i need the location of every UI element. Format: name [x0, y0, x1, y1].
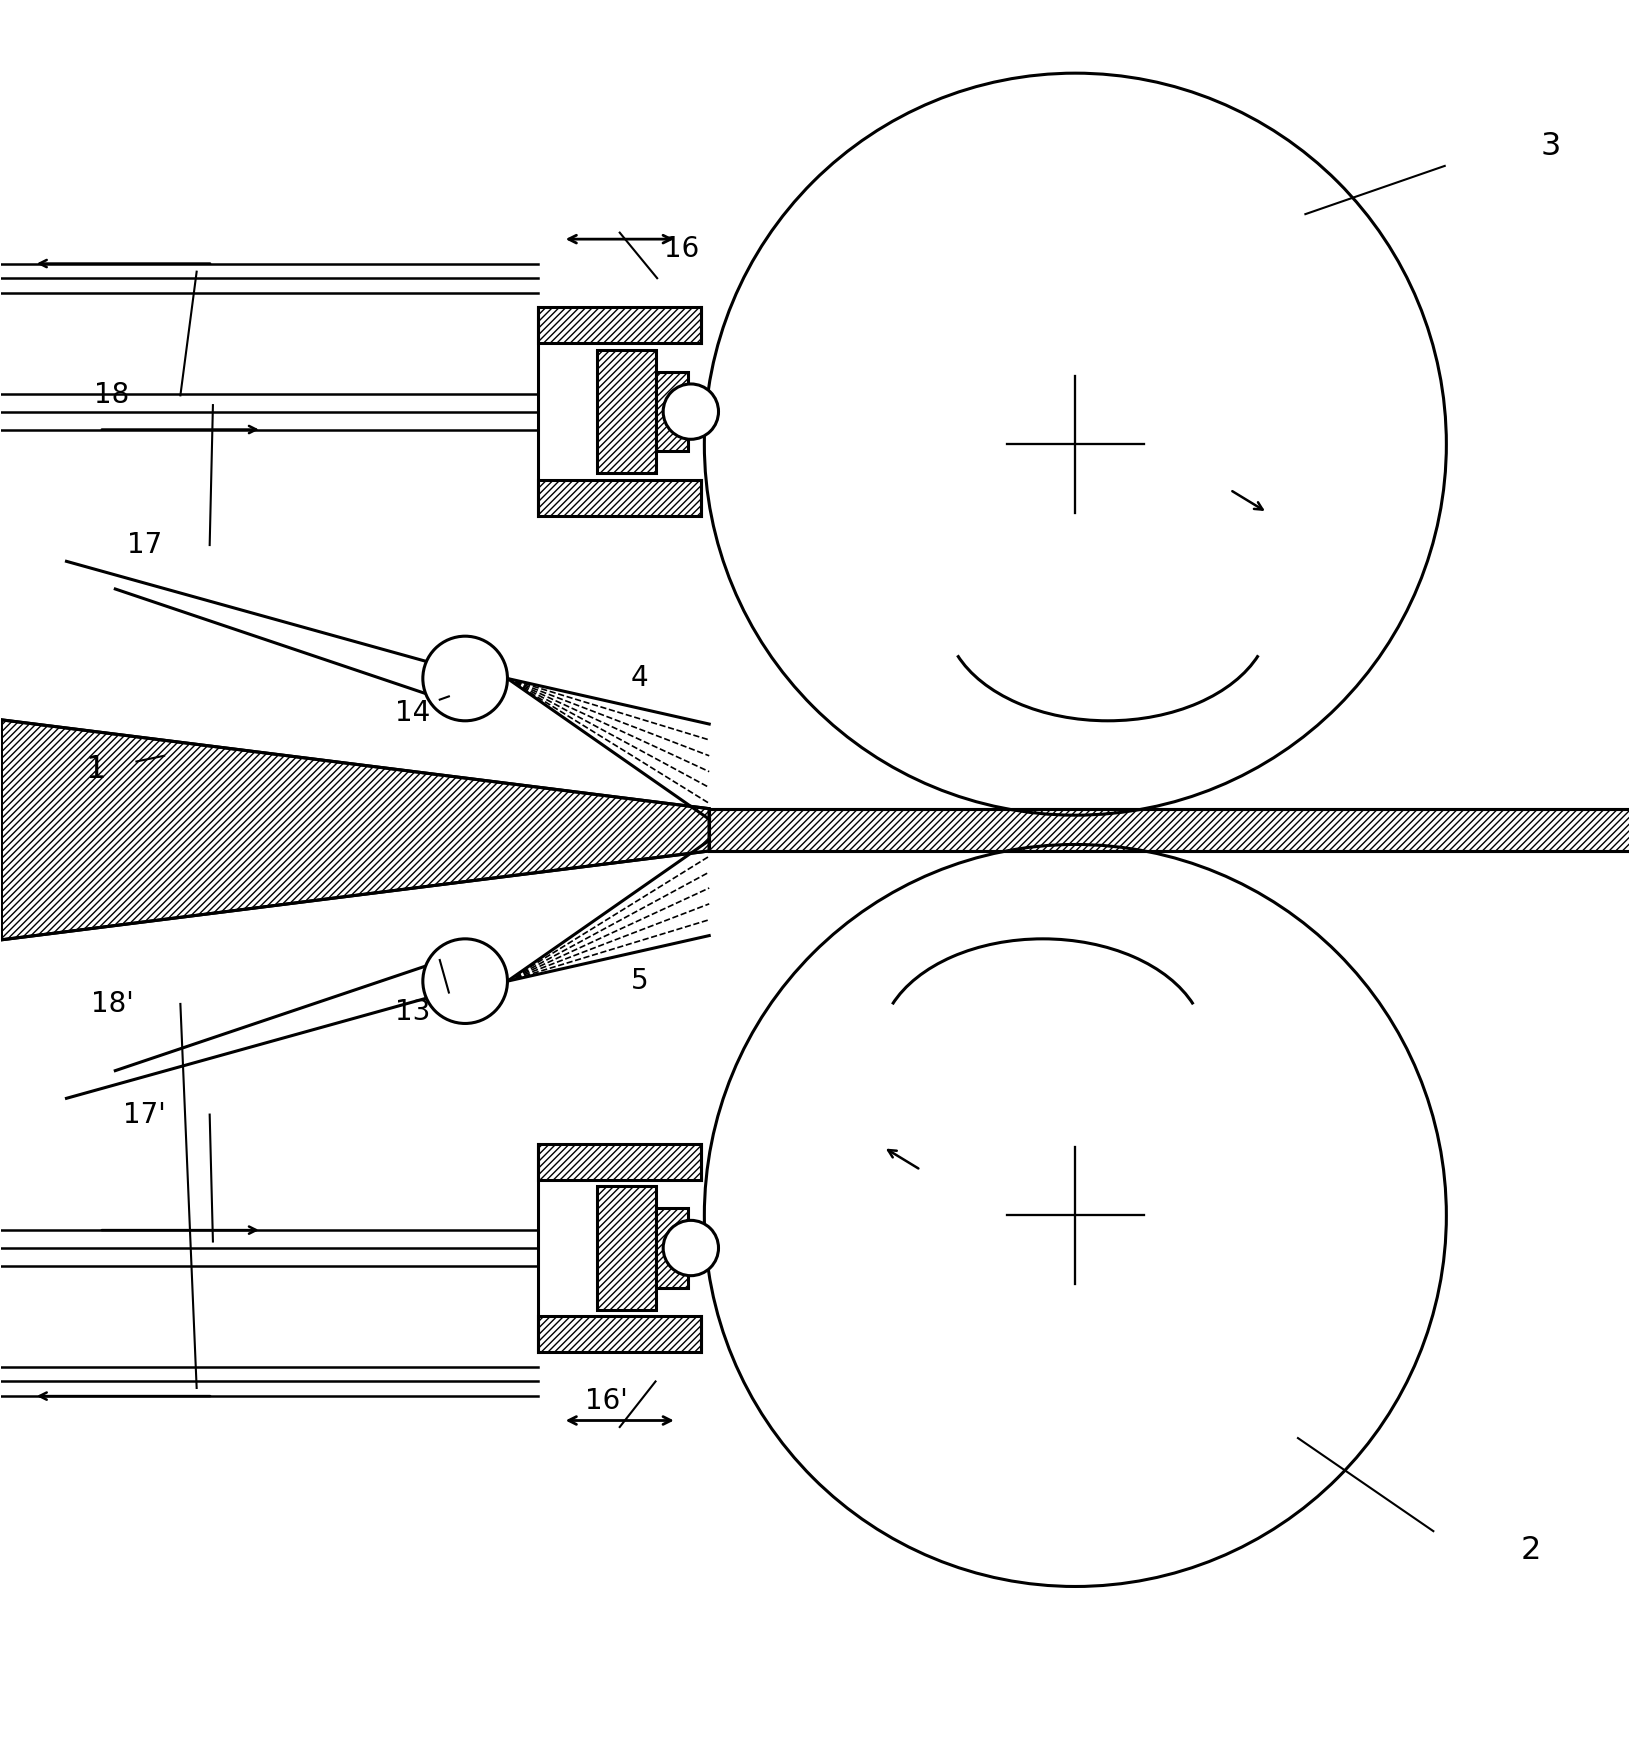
Bar: [538, 308, 701, 343]
Text: 14: 14: [396, 698, 430, 726]
Text: 17: 17: [127, 531, 163, 559]
Text: 17': 17': [124, 1100, 166, 1128]
Text: 5: 5: [631, 968, 649, 996]
Circle shape: [663, 1220, 719, 1276]
Text: 18': 18': [91, 991, 134, 1018]
Text: 4: 4: [631, 665, 649, 693]
Bar: [597, 350, 655, 474]
Polygon shape: [709, 808, 1630, 851]
Bar: [597, 1186, 655, 1309]
Bar: [538, 481, 701, 515]
Bar: [655, 373, 688, 451]
Circle shape: [422, 635, 507, 721]
Text: 13: 13: [396, 998, 430, 1025]
Circle shape: [663, 385, 719, 439]
Text: 16: 16: [663, 235, 699, 263]
Bar: [538, 1144, 701, 1180]
Text: 16': 16': [585, 1388, 628, 1415]
Text: 2: 2: [1521, 1536, 1542, 1567]
Text: 18: 18: [95, 381, 130, 409]
Text: 3: 3: [1540, 131, 1560, 162]
Circle shape: [422, 938, 507, 1024]
Text: 1: 1: [85, 754, 106, 785]
Bar: [538, 1316, 701, 1353]
Bar: [655, 1208, 688, 1288]
Polygon shape: [2, 719, 709, 940]
